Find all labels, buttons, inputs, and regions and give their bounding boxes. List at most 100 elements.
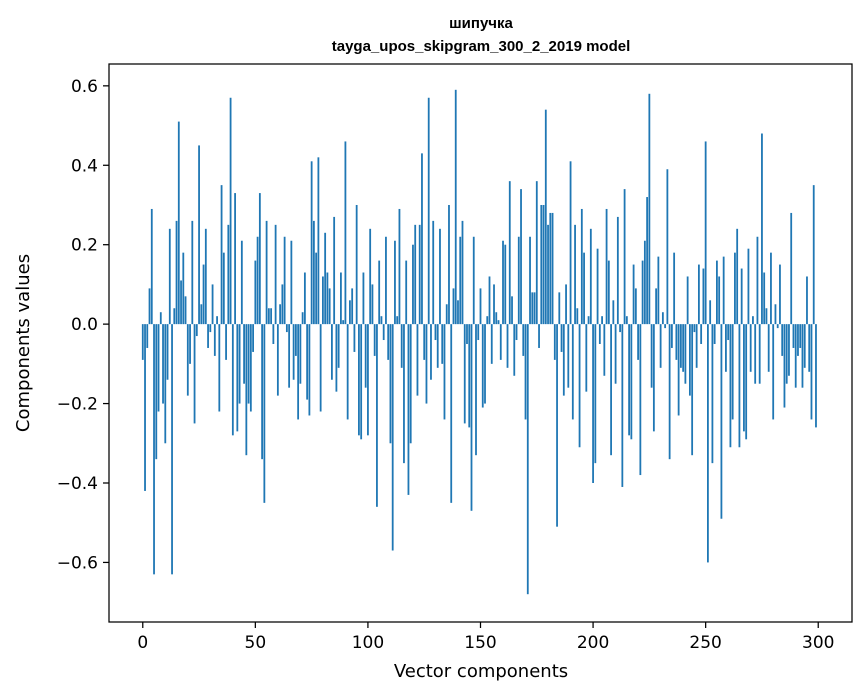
- bar: [349, 300, 351, 325]
- bar: [301, 312, 304, 325]
- bar: [159, 312, 162, 325]
- bar: [538, 324, 540, 348]
- bar: [664, 324, 667, 329]
- bar: [153, 324, 155, 575]
- bar: [727, 324, 730, 341]
- bar: [443, 324, 446, 420]
- bar: [679, 324, 682, 368]
- bar: [195, 324, 198, 337]
- bar: [148, 288, 151, 325]
- bar: [799, 324, 802, 348]
- bar: [506, 324, 509, 368]
- bar: [526, 324, 529, 595]
- y-tick-label: 0.4: [71, 156, 98, 176]
- bar: [290, 240, 293, 325]
- bar: [452, 288, 455, 325]
- bar: [729, 324, 732, 448]
- bar: [263, 324, 266, 503]
- bar: [797, 324, 799, 356]
- bar: [303, 272, 306, 325]
- bar: [666, 169, 669, 325]
- bar: [364, 324, 367, 388]
- bar: [256, 236, 259, 325]
- bar: [621, 324, 624, 487]
- bar: [713, 324, 716, 344]
- bar: [668, 324, 671, 460]
- bar: [704, 141, 707, 325]
- bar: [245, 324, 248, 456]
- bar: [594, 324, 597, 464]
- bar: [475, 324, 477, 456]
- bar: [655, 288, 658, 325]
- bar: [551, 212, 554, 325]
- bar: [225, 324, 227, 360]
- bar: [763, 272, 766, 325]
- bar: [394, 240, 396, 325]
- bar: [407, 324, 410, 495]
- x-axis-ticks: 0 50 100 150 200 250 300: [137, 622, 834, 653]
- bar: [502, 240, 504, 325]
- y-tick-label: 0.2: [71, 236, 98, 256]
- bar: [659, 324, 662, 368]
- chart-subtitle: tayga_upos_skipgram_300_2_2019 model: [332, 38, 631, 55]
- bar: [344, 141, 347, 325]
- bar: [288, 324, 291, 388]
- bar: [752, 316, 754, 325]
- x-tick-label: 300: [802, 633, 834, 653]
- bars-group: [141, 89, 817, 595]
- bar: [171, 324, 173, 575]
- y-axis-label: Components values: [13, 254, 34, 432]
- bar: [373, 324, 376, 356]
- bar: [213, 324, 216, 356]
- bar: [553, 324, 556, 360]
- bar: [292, 324, 295, 380]
- bar: [272, 324, 275, 344]
- bar: [337, 324, 340, 368]
- bar: [186, 324, 189, 396]
- bar: [734, 252, 736, 325]
- bar: [634, 288, 637, 325]
- bar: [441, 324, 444, 364]
- bar: [549, 212, 552, 325]
- bar: [472, 236, 475, 325]
- bar: [529, 236, 531, 325]
- bar: [249, 324, 252, 412]
- bar: [470, 324, 473, 511]
- bar: [574, 224, 576, 325]
- bar: [740, 268, 743, 325]
- bar: [783, 324, 786, 408]
- bar: [466, 324, 468, 344]
- bar: [547, 224, 549, 325]
- bar: [702, 268, 705, 325]
- bar: [166, 324, 169, 380]
- bar: [524, 324, 527, 420]
- bar: [571, 324, 574, 420]
- bar: [198, 145, 200, 325]
- bar: [387, 324, 390, 360]
- bar: [619, 324, 621, 333]
- bar: [585, 324, 588, 392]
- bar: [601, 316, 603, 325]
- bar: [317, 157, 320, 325]
- bar: [254, 260, 257, 325]
- bar: [204, 228, 207, 325]
- bar: [391, 324, 394, 551]
- bar: [360, 324, 363, 440]
- bar: [745, 324, 748, 440]
- y-axis-ticks: −0.6 −0.4 −0.2 0.0 0.2 0.4 0.6: [57, 77, 109, 573]
- bar: [628, 324, 631, 436]
- bar: [677, 324, 680, 416]
- bar: [794, 324, 797, 388]
- bar: [335, 324, 338, 392]
- bar: [716, 260, 718, 325]
- bar: [722, 256, 725, 325]
- bar: [675, 324, 678, 360]
- bar: [544, 109, 547, 325]
- bar: [294, 324, 297, 356]
- bar: [191, 220, 194, 325]
- x-axis-label: Vector components: [394, 661, 568, 682]
- bar: [614, 324, 617, 384]
- bar: [211, 284, 214, 325]
- bar: [468, 324, 471, 428]
- bar: [346, 324, 349, 420]
